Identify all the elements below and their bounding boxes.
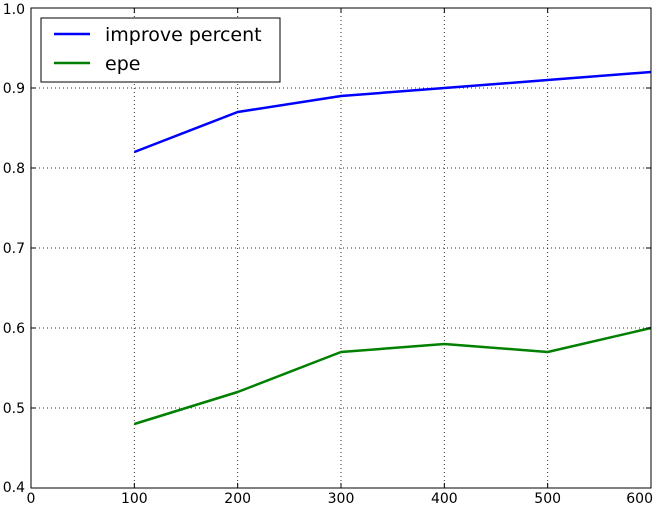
legend-box xyxy=(40,17,281,83)
x-tick-label: 200 xyxy=(224,491,251,507)
y-tick-label: 0.7 xyxy=(3,241,25,257)
y-tick-label: 0.5 xyxy=(3,401,25,417)
y-tick-label: 0.8 xyxy=(3,161,25,177)
x-tick-label: 100 xyxy=(121,491,148,507)
x-tick-label: 600 xyxy=(626,491,653,507)
y-tick-label: 0.9 xyxy=(3,81,25,97)
series-line-2 xyxy=(133,326,652,426)
x-tick-label: 400 xyxy=(431,491,458,507)
y-tick-label: 0.4 xyxy=(3,480,25,496)
x-tick-label: 0 xyxy=(27,491,36,507)
legend-label: epe xyxy=(105,53,140,75)
x-tick-label: 500 xyxy=(534,491,561,507)
series-line-1 xyxy=(133,70,652,154)
y-tick-label: 1.0 xyxy=(3,2,25,18)
y-axis-ticks: 0.4 0.5 0.6 0.7 0.8 0.9 1.0 xyxy=(3,2,651,496)
legend-label: improve percent xyxy=(105,24,262,46)
y-tick-label: 0.6 xyxy=(3,321,25,337)
x-axis-ticks: 0 100 200 300 400 500 600 xyxy=(27,8,653,507)
x-tick-label: 300 xyxy=(328,491,355,507)
series-lines xyxy=(133,70,652,426)
legend: improve percent epe xyxy=(40,17,281,83)
